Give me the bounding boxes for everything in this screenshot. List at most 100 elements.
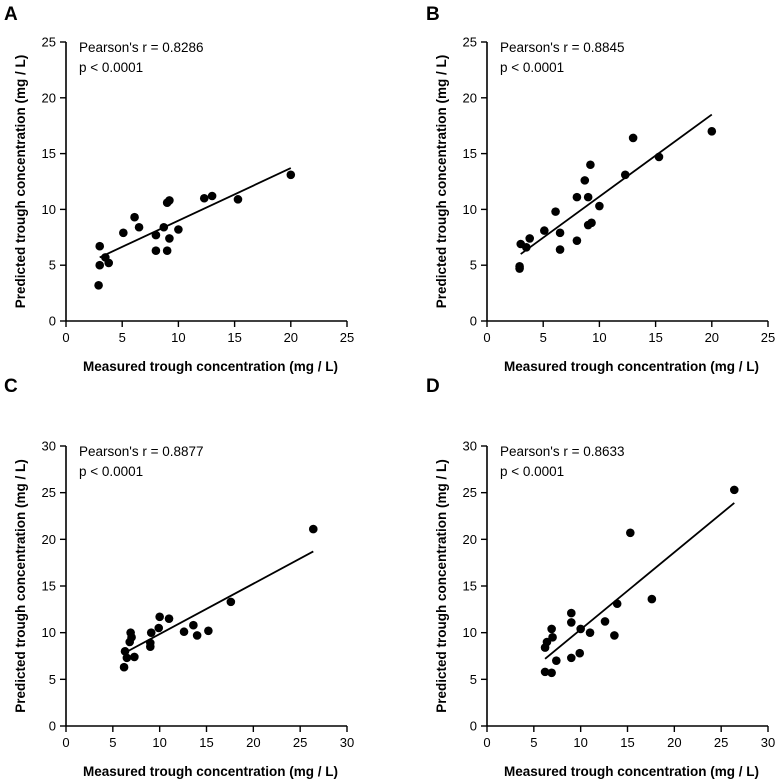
- data-point: [525, 234, 535, 243]
- stats-annotation: p < 0.0001: [500, 464, 564, 479]
- data-point: [555, 245, 565, 254]
- data-point: [165, 234, 174, 243]
- y-tick-label: 0: [470, 314, 477, 329]
- y-tick-label: 10: [463, 625, 477, 640]
- y-tick-label: 5: [470, 258, 477, 273]
- stats-annotation: Pearson's r = 0.8633: [500, 444, 625, 459]
- panel-letter: C: [4, 376, 18, 397]
- x-tick-label: 20: [705, 330, 719, 345]
- regression-line: [520, 113, 713, 255]
- x-tick-label: 25: [761, 330, 775, 345]
- data-point: [620, 170, 630, 180]
- stats-annotation: Pearson's r = 0.8845: [500, 40, 625, 55]
- data-point: [104, 258, 114, 268]
- y-axis-title: Predicted trough concentration (mg / L): [13, 55, 28, 309]
- y-tick-label: 25: [463, 485, 477, 500]
- data-point: [119, 228, 128, 238]
- data-point: [572, 236, 582, 245]
- data-point: [540, 226, 549, 235]
- x-tick-label: 25: [340, 330, 354, 345]
- data-point: [548, 633, 557, 642]
- regression-line: [99, 167, 292, 259]
- data-point: [146, 628, 156, 637]
- data-point: [567, 653, 576, 663]
- y-tick-label: 15: [42, 146, 56, 161]
- data-point: [555, 228, 565, 238]
- data-point: [585, 628, 595, 637]
- y-tick-label: 10: [42, 625, 56, 640]
- data-point: [729, 485, 739, 495]
- y-tick-label: 5: [49, 258, 56, 273]
- data-point: [226, 597, 236, 607]
- y-tick-label: 20: [463, 532, 477, 547]
- x-tick-label: 15: [227, 330, 241, 345]
- data-point: [515, 262, 524, 271]
- x-tick-label: 20: [246, 735, 260, 750]
- data-point: [162, 246, 172, 255]
- data-point: [155, 612, 164, 622]
- data-point: [233, 195, 243, 204]
- data-point: [575, 648, 585, 658]
- x-tick-label: 15: [648, 330, 662, 345]
- data-point: [154, 623, 164, 633]
- regression-line: [544, 502, 735, 660]
- data-point: [95, 241, 105, 251]
- x-tick-label: 10: [573, 735, 587, 750]
- x-tick-label: 10: [152, 735, 166, 750]
- data-point: [522, 243, 531, 252]
- y-tick-label: 0: [49, 719, 56, 734]
- data-point: [179, 627, 189, 637]
- data-point: [94, 280, 103, 290]
- x-axis-title: Measured trough concentration (mg / L): [83, 359, 338, 374]
- stats-annotation: Pearson's r = 0.8877: [79, 444, 204, 459]
- data-point: [628, 133, 638, 143]
- data-point: [130, 652, 139, 662]
- data-point: [134, 222, 144, 232]
- x-tick-label: 20: [667, 735, 681, 750]
- x-axis-title: Measured trough concentration (mg / L): [504, 764, 759, 779]
- data-point: [164, 614, 174, 623]
- y-tick-label: 25: [42, 35, 56, 50]
- data-point: [707, 126, 717, 136]
- x-tick-label: 5: [530, 735, 537, 750]
- data-point: [576, 624, 585, 634]
- data-point: [151, 246, 161, 255]
- x-tick-label: 20: [284, 330, 298, 345]
- x-tick-label: 5: [540, 330, 547, 345]
- panel-letter: B: [426, 4, 440, 25]
- data-point: [308, 524, 318, 534]
- y-tick-label: 30: [463, 439, 477, 454]
- x-tick-label: 15: [620, 735, 634, 750]
- data-point: [540, 667, 550, 677]
- data-point: [580, 176, 590, 185]
- data-point: [159, 222, 169, 232]
- x-tick-label: 25: [714, 735, 728, 750]
- y-tick-label: 15: [42, 579, 56, 594]
- y-tick-label: 20: [42, 532, 56, 547]
- data-point: [174, 225, 183, 234]
- data-point: [583, 192, 593, 202]
- data-point: [626, 528, 635, 538]
- x-tick-label: 5: [119, 330, 126, 345]
- data-point: [120, 647, 130, 656]
- x-tick-label: 5: [109, 735, 116, 750]
- regression-line: [123, 550, 314, 654]
- data-point: [551, 207, 560, 216]
- data-point: [572, 192, 582, 202]
- data-point: [552, 656, 561, 665]
- data-point: [127, 633, 136, 642]
- data-point: [204, 626, 213, 636]
- y-tick-label: 15: [463, 579, 477, 594]
- data-point: [286, 170, 296, 180]
- y-axis-title: Predicted trough concentration (mg / L): [13, 459, 28, 713]
- data-point: [612, 599, 622, 609]
- y-tick-label: 25: [463, 35, 477, 50]
- data-point: [547, 668, 556, 678]
- x-tick-label: 30: [761, 735, 775, 750]
- data-point: [587, 218, 596, 228]
- x-axis-title: Measured trough concentration (mg / L): [83, 764, 338, 779]
- x-tick-label: 0: [483, 330, 490, 345]
